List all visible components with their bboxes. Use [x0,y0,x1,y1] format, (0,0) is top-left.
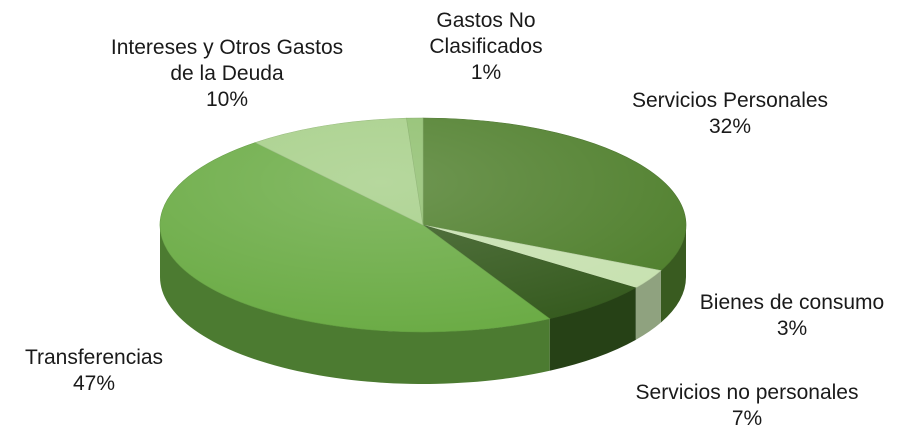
slice-label-text: de la Deuda [170,62,284,85]
slice-label-text: Transferencias [24,346,164,369]
data-label-0: Servicios Personales 32% [632,88,828,140]
slice-label-text: Clasificados [429,35,543,58]
pie-shine [160,118,686,332]
pie-side-1 [635,270,661,340]
pie-sides [160,225,686,384]
slice-label-text: Servicios no personales [635,381,859,404]
pie-side-3 [160,225,550,384]
slice-value-text: 1% [470,61,502,84]
slice-value-text: 3% [776,317,808,340]
data-label-5: Gastos No Clasificados 1% [429,8,542,86]
slice-value-text: 32% [708,115,752,138]
slice-value-text: 10% [205,88,249,111]
pie-side-2 [549,287,636,371]
slice-value-text: 47% [72,372,116,395]
slice-label-text: Servicios Personales [631,89,829,112]
pie-tops [159,117,687,333]
slice-label-text: Bienes de consumo [699,291,885,314]
data-label-3: Transferencias 47% [25,345,163,397]
slice-label-text: Gastos No [436,9,536,32]
data-label-1: Bienes de consumo 3% [700,290,884,342]
pie-side-0 [660,225,686,323]
slice-label-text: Intereses y Otros Gastos [110,36,344,59]
slice-value-text: 7% [731,407,763,430]
data-label-4: Intereses y Otros Gastos de la Deuda 10% [111,35,343,113]
data-label-2: Servicios no personales 7% [636,380,859,432]
